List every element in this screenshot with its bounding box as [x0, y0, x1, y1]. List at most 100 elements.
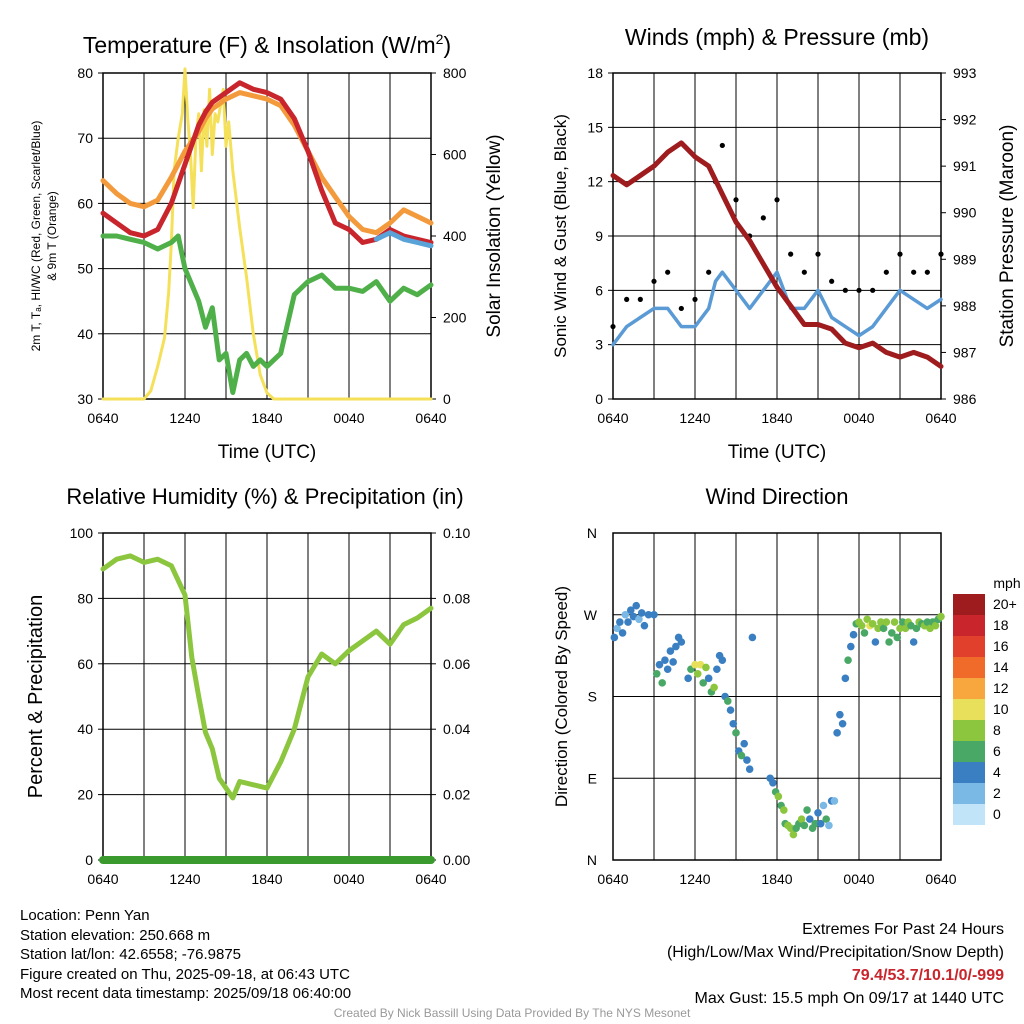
- wind-y2-axis-label: Station Pressure (Maroon): [997, 125, 1018, 348]
- dir-point: [652, 669, 661, 678]
- dir-point: [825, 821, 833, 830]
- most-recent-timestamp: Most recent data timestamp: 2025/09/18 0…: [20, 985, 352, 1002]
- dir-point: [693, 669, 702, 678]
- rh-y-tick-label: 20: [77, 787, 93, 803]
- dir-legend-label: 14: [993, 659, 1009, 675]
- wind-gust-point: [842, 287, 848, 293]
- wind-x-tick-label: 1240: [679, 410, 710, 426]
- wind-gust-point: [637, 296, 643, 302]
- dir-point: [745, 765, 754, 773]
- wind-gust-point: [692, 296, 698, 302]
- dir-point: [713, 665, 721, 674]
- station-elevation: Station elevation: 250.668 m: [20, 926, 211, 944]
- dir-point: [838, 719, 847, 728]
- dir-y-axis-label: Direction (Colored By Speed): [552, 586, 571, 807]
- temp-y2-tick-label: 600: [443, 147, 467, 163]
- dir-legend-swatch: [953, 594, 985, 615]
- wind-y-tick-label: 6: [595, 282, 603, 298]
- rh-y-tick-label: 100: [70, 525, 94, 541]
- wind-y-axis-label: Sonic Wind & Gust (Blue, Black): [551, 114, 570, 358]
- wind-gust-point: [911, 269, 917, 275]
- temp-title-superscript: 2: [436, 31, 444, 47]
- rh-y2-tick-label: 0.08: [443, 590, 470, 606]
- temp-x-tick-label: 0040: [333, 410, 364, 426]
- dir-point: [923, 618, 932, 626]
- dir-point: [737, 751, 746, 760]
- rh-y-tick-label: 0: [85, 852, 93, 868]
- rh-y-tick-label: 80: [77, 590, 93, 606]
- dir-point: [874, 624, 882, 633]
- temp-y2-tick-label: 0: [443, 391, 451, 407]
- dir-point: [748, 633, 757, 642]
- dir-x-tick-label: 0640: [925, 871, 956, 887]
- dir-point: [806, 815, 814, 823]
- dir-point: [877, 618, 885, 626]
- wind-gust-point: [788, 251, 794, 257]
- dir-point: [849, 630, 858, 639]
- temp-x-tick-label: 0640: [87, 410, 118, 426]
- dir-x-tick-label: 0040: [843, 871, 874, 887]
- wind-y-tick-label: 12: [587, 174, 603, 190]
- dir-point: [718, 656, 727, 664]
- wind-gust-point: [870, 287, 876, 293]
- temp-title-end: ): [443, 32, 451, 58]
- wind-chart-title: Winds (mph) & Pressure (mb): [625, 24, 929, 50]
- wind-y2-tick-label: 987: [953, 344, 977, 360]
- wind-gust-point: [651, 278, 657, 284]
- dir-point: [624, 618, 632, 626]
- meteogram-canvas: 0640 1240 1840 0040 064030405060708002004006…: [25, 24, 1021, 887]
- dir-legend-label: 18: [993, 617, 1009, 633]
- dir-point: [613, 624, 621, 633]
- extremes-box: Extremes For Past 24 Hours (High/Low/Max…: [667, 918, 1004, 1010]
- dir-point: [640, 621, 649, 630]
- dir-point: [672, 642, 680, 651]
- wind-gust-point: [938, 251, 944, 257]
- rh-y-tick-label: 60: [77, 656, 93, 672]
- wind-y-tick-label: 9: [595, 228, 603, 244]
- rh-y2-tick-label: 0.06: [443, 656, 470, 672]
- rh-y2-tick-label: 0.10: [443, 525, 470, 541]
- wind-gust-point: [719, 142, 725, 149]
- dir-point: [797, 815, 806, 823]
- dir-point: [632, 601, 641, 610]
- rh-y-axis-label: Percent & Precipitation: [25, 595, 47, 798]
- dir-point: [726, 706, 735, 714]
- dir-point: [635, 615, 643, 624]
- dir-point: [822, 815, 830, 823]
- dir-legend-label: 10: [993, 701, 1009, 717]
- wind-y-tick-label: 18: [587, 65, 603, 81]
- temp-y-tick-label: 80: [77, 65, 93, 81]
- dir-x-tick-label: 1240: [679, 871, 710, 887]
- extremes-title: Extremes For Past 24 Hours: [802, 921, 1004, 938]
- dir-legend-label: 6: [993, 743, 1001, 759]
- dir-point: [857, 621, 866, 630]
- wind-y2-tick-label: 988: [953, 298, 977, 314]
- wind-gust-point: [924, 269, 930, 275]
- temp-chart-title: Temperature (F) & Insolation (W/m2): [83, 31, 451, 58]
- dir-legend-label: 2: [993, 785, 1001, 801]
- wind-y2-tick-label: 989: [953, 251, 977, 267]
- wind-gust-point: [624, 296, 630, 302]
- temp-x-tick-label: 0640: [415, 410, 446, 426]
- wind-y-tick-label: 0: [595, 391, 603, 407]
- temp-x-tick-label: 1840: [251, 410, 282, 426]
- dir-legend-swatch: [953, 720, 985, 741]
- rh-x-tick-label: 0640: [415, 871, 446, 887]
- dir-point: [912, 624, 921, 633]
- dir-legend-swatch: [953, 615, 985, 636]
- wind-y2-tick-label: 991: [953, 158, 977, 174]
- dir-point: [868, 620, 877, 628]
- dir-legend-label: 8: [993, 722, 1001, 738]
- wind-x-tick-label: 0040: [843, 410, 874, 426]
- wind-x-axis-label: Time (UTC): [728, 442, 827, 463]
- dir-point: [637, 609, 646, 617]
- temp-y-tick-label: 60: [77, 195, 93, 211]
- dir-point: [844, 656, 852, 664]
- dir-point: [937, 612, 945, 621]
- dir-legend-label: 4: [993, 764, 1001, 780]
- dir-point: [732, 729, 740, 737]
- wind-gust-point: [610, 323, 616, 330]
- wind-gust-point: [665, 269, 671, 275]
- dir-legend-swatch: [953, 678, 985, 699]
- station-latlon: Station lat/lon: 42.6558; -76.9875: [20, 946, 242, 963]
